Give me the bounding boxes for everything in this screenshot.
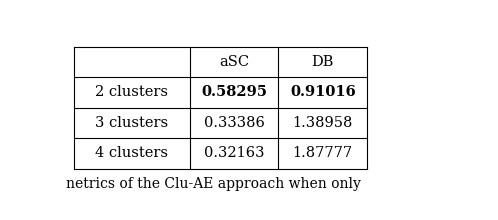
Text: 1.87777: 1.87777 (293, 147, 353, 160)
Text: DB: DB (312, 55, 334, 69)
Text: netrics of the Clu-AE approach when only: netrics of the Clu-AE approach when only (66, 177, 361, 191)
Text: 1.38958: 1.38958 (293, 116, 353, 130)
Text: 0.33386: 0.33386 (204, 116, 264, 130)
Text: 3 clusters: 3 clusters (95, 116, 168, 130)
Text: 0.32163: 0.32163 (204, 147, 264, 160)
Text: 4 clusters: 4 clusters (95, 147, 168, 160)
Text: aSC: aSC (219, 55, 249, 69)
Text: 0.91016: 0.91016 (290, 85, 356, 99)
Text: 2 clusters: 2 clusters (95, 85, 168, 99)
Text: 0.58295: 0.58295 (201, 85, 267, 99)
